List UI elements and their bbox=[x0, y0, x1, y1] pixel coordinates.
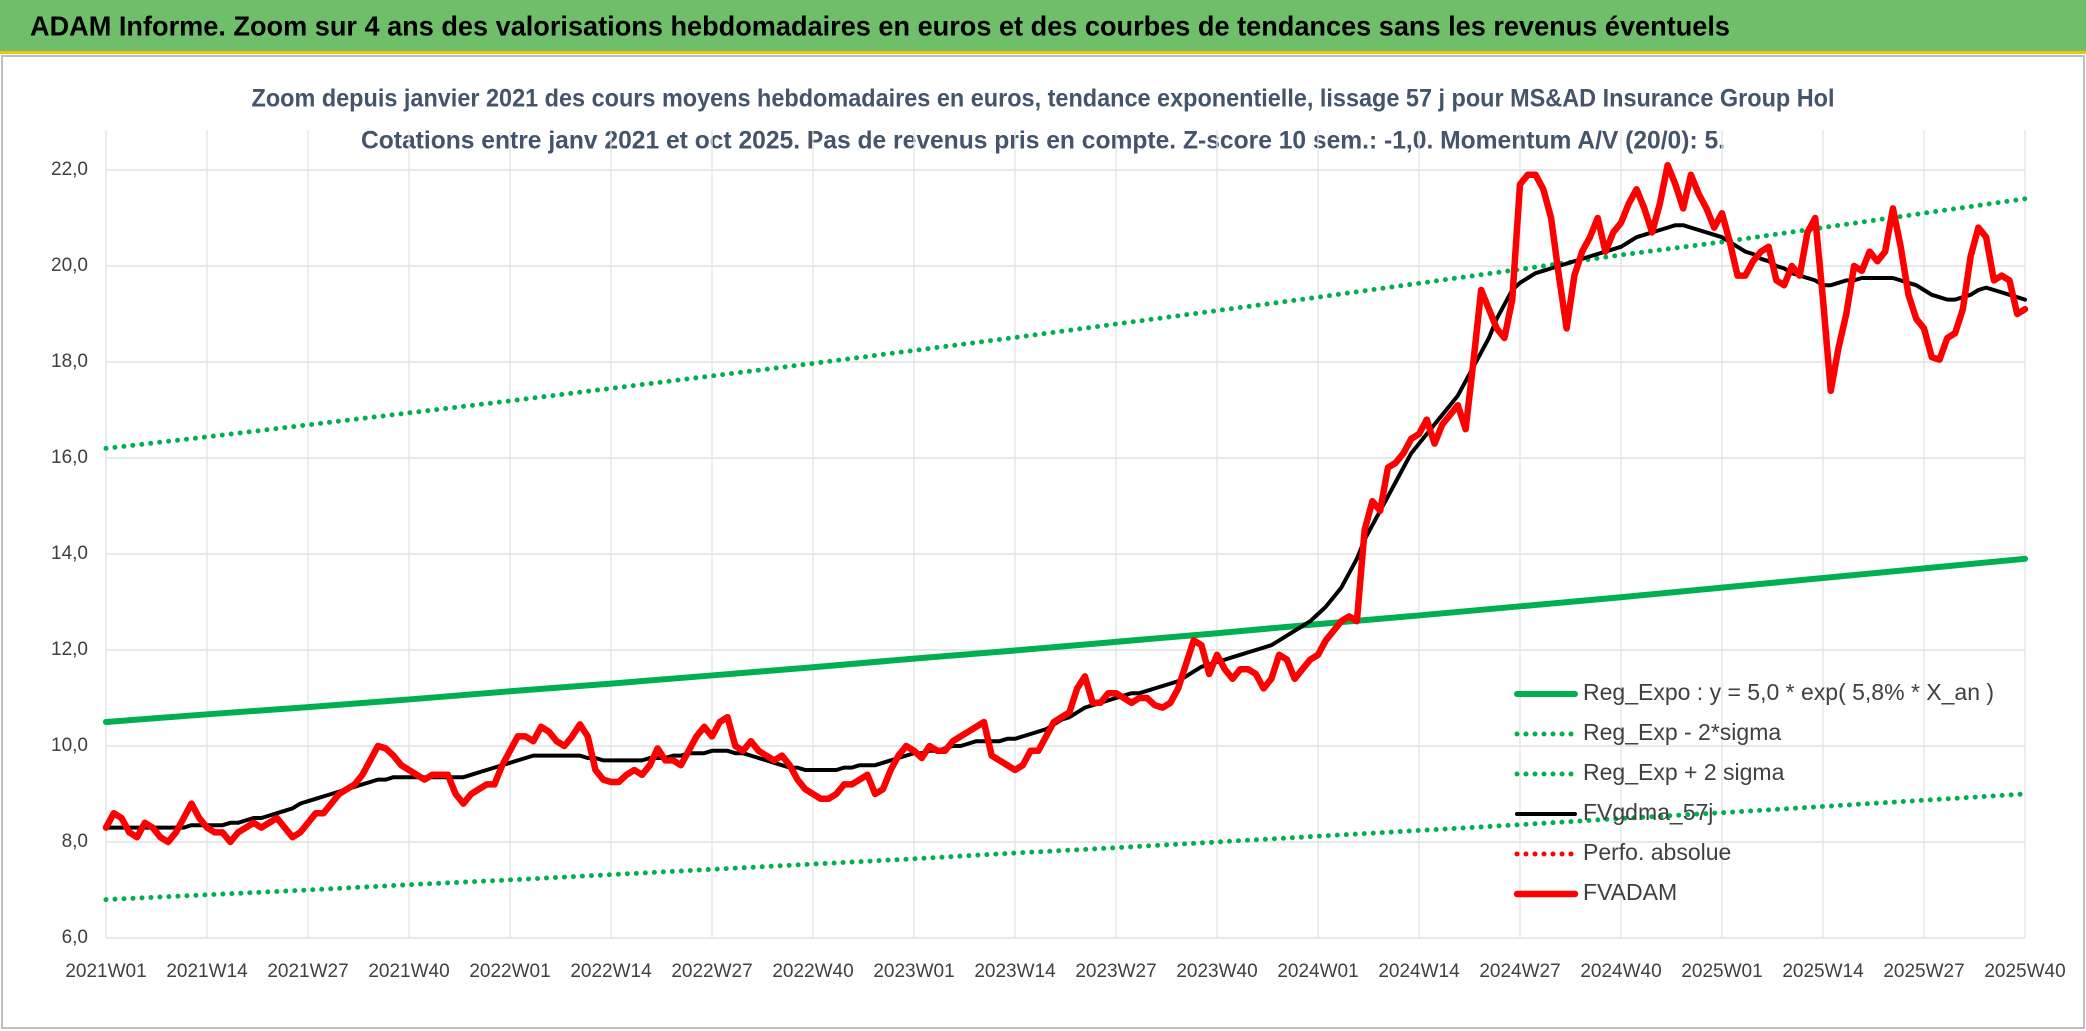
legend: Reg_Expo : y = 5,0 * exp( 5,8% * X_an ) R… bbox=[1513, 679, 1994, 905]
y-tick-label: 16,0 bbox=[51, 447, 88, 468]
x-tick-label: 2025W27 bbox=[1883, 961, 1964, 982]
x-tick-label: 2023W01 bbox=[873, 961, 954, 982]
x-tick-label: 2023W40 bbox=[1176, 961, 1257, 982]
y-tick-label: 12,0 bbox=[51, 639, 88, 660]
y-tick-label: 20,0 bbox=[51, 255, 88, 276]
header-title: ADAM Informe. Zoom sur 4 ans des valoris… bbox=[30, 10, 1730, 41]
x-tick-label: 2021W01 bbox=[65, 961, 146, 982]
x-tick-label: 2021W40 bbox=[368, 961, 449, 982]
x-tick-label: 2021W14 bbox=[166, 961, 248, 982]
legend-label: Reg_Exp + 2 sigma bbox=[1583, 759, 1785, 785]
header-rule bbox=[0, 51, 2086, 54]
x-tick-label: 2023W27 bbox=[1075, 961, 1156, 982]
legend-label: Perfo. absolue bbox=[1583, 839, 1731, 865]
legend-label: FVADAM bbox=[1583, 879, 1677, 905]
y-tick-label: 10,0 bbox=[51, 735, 88, 756]
x-tick-label: 2025W40 bbox=[1984, 961, 2065, 982]
x-tick-label: 2025W14 bbox=[1782, 961, 1864, 982]
x-tick-label: 2022W14 bbox=[570, 961, 652, 982]
y-tick-label: 8,0 bbox=[62, 831, 88, 852]
legend-label: Reg_Exp - 2*sigma bbox=[1583, 719, 1781, 745]
y-tick-label: 22,0 bbox=[51, 159, 88, 180]
plot bbox=[102, 161, 2029, 903]
series-line bbox=[103, 555, 2028, 725]
x-tick-label: 2025W01 bbox=[1681, 961, 1762, 982]
y-tick-label: 6,0 bbox=[62, 927, 88, 948]
legend-label: FVgdma_57j bbox=[1583, 799, 1713, 825]
x-tick-label: 2024W14 bbox=[1378, 961, 1460, 982]
series-line bbox=[103, 791, 2028, 903]
x-tick-label: 2024W01 bbox=[1277, 961, 1358, 982]
x-tick-label: 2024W27 bbox=[1479, 961, 1560, 982]
x-tick-label: 2022W40 bbox=[772, 961, 853, 982]
x-tick-label: 2021W27 bbox=[267, 961, 348, 982]
chart-title: Zoom depuis janvier 2021 des cours moyen… bbox=[252, 85, 1835, 113]
series-line bbox=[103, 196, 2028, 451]
legend-label: Reg_Expo : y = 5,0 * exp( 5,8% * X_an ) bbox=[1583, 679, 1994, 705]
x-tick-label: 2022W27 bbox=[671, 961, 752, 982]
x-tick-label: 2023W14 bbox=[974, 961, 1056, 982]
series-line bbox=[102, 161, 2029, 846]
x-tick-label: 2024W40 bbox=[1580, 961, 1661, 982]
chart-subtitle: Cotations entre janv 2021 et oct 2025. P… bbox=[361, 127, 1725, 155]
y-tick-label: 18,0 bbox=[51, 351, 88, 372]
y-tick-label: 14,0 bbox=[51, 543, 88, 564]
chart-frame bbox=[1, 55, 2085, 1029]
x-tick-label: 2022W01 bbox=[469, 961, 550, 982]
grid: 6,0 8,0 10,0 12,0 14,0 16,0 18,0 20,0 22,0 2021W0… bbox=[51, 130, 2066, 982]
header-bar bbox=[0, 0, 2086, 53]
